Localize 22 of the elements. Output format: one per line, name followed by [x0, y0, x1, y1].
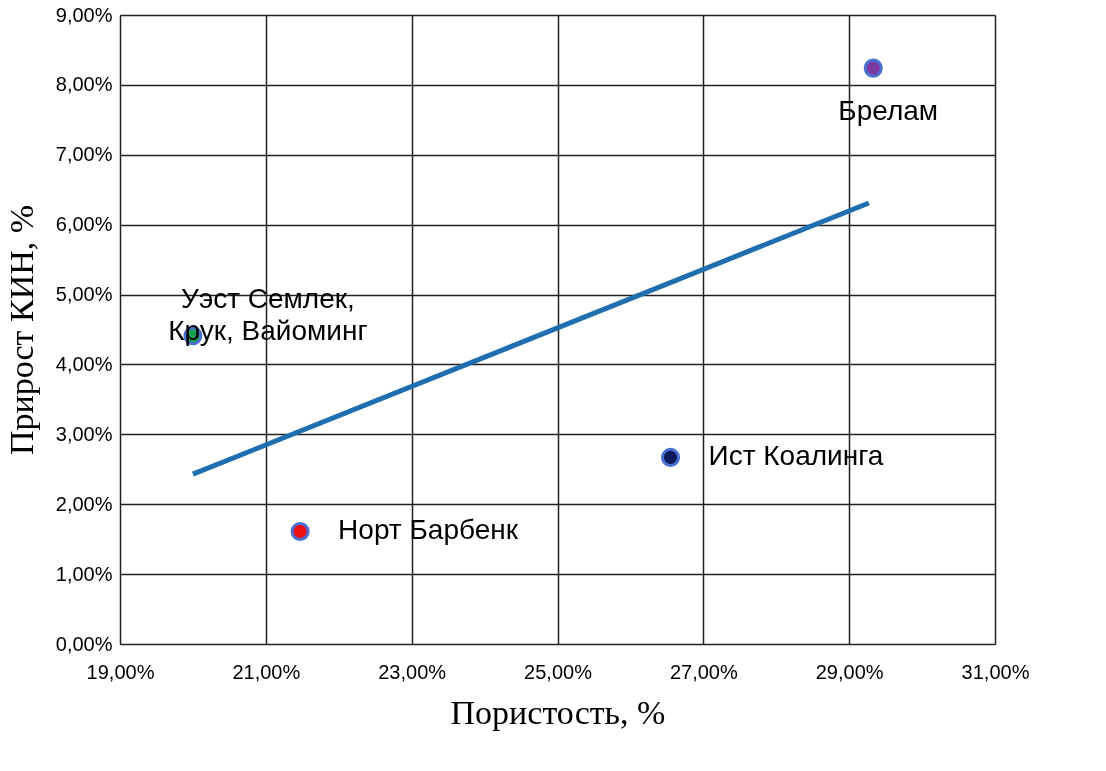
- x-tick-label: 27,00%: [669, 660, 738, 683]
- x-tick-label: 23,00%: [378, 660, 447, 683]
- x-tick-label: 21,00%: [232, 660, 301, 683]
- x-tick-label: 29,00%: [815, 660, 884, 683]
- y-tick-label: 2,00%: [55, 492, 113, 515]
- x-tick-label: 19,00%: [86, 660, 155, 683]
- y-tick-label: 9,00%: [55, 3, 113, 26]
- point: [660, 447, 681, 467]
- point: [863, 58, 883, 78]
- y-tick-label: 8,00%: [55, 73, 113, 96]
- y-tick-label: 0,00%: [55, 632, 113, 655]
- y-tick-label: 1,00%: [55, 562, 113, 585]
- x-tick-label: 25,00%: [524, 660, 593, 683]
- point: [290, 521, 310, 542]
- x-axis-title: Пористость, %: [450, 693, 666, 731]
- y-tick-label: 6,00%: [55, 213, 113, 236]
- y-tick-label: 5,00%: [55, 283, 113, 306]
- y-tick-label: 7,00%: [55, 143, 113, 166]
- y-tick-label: 4,00%: [55, 352, 113, 375]
- x-tick-label: 31,00%: [961, 660, 1030, 683]
- y-axis-title: Прирост КИН, %: [2, 204, 40, 456]
- y-tick-label: 3,00%: [55, 422, 113, 445]
